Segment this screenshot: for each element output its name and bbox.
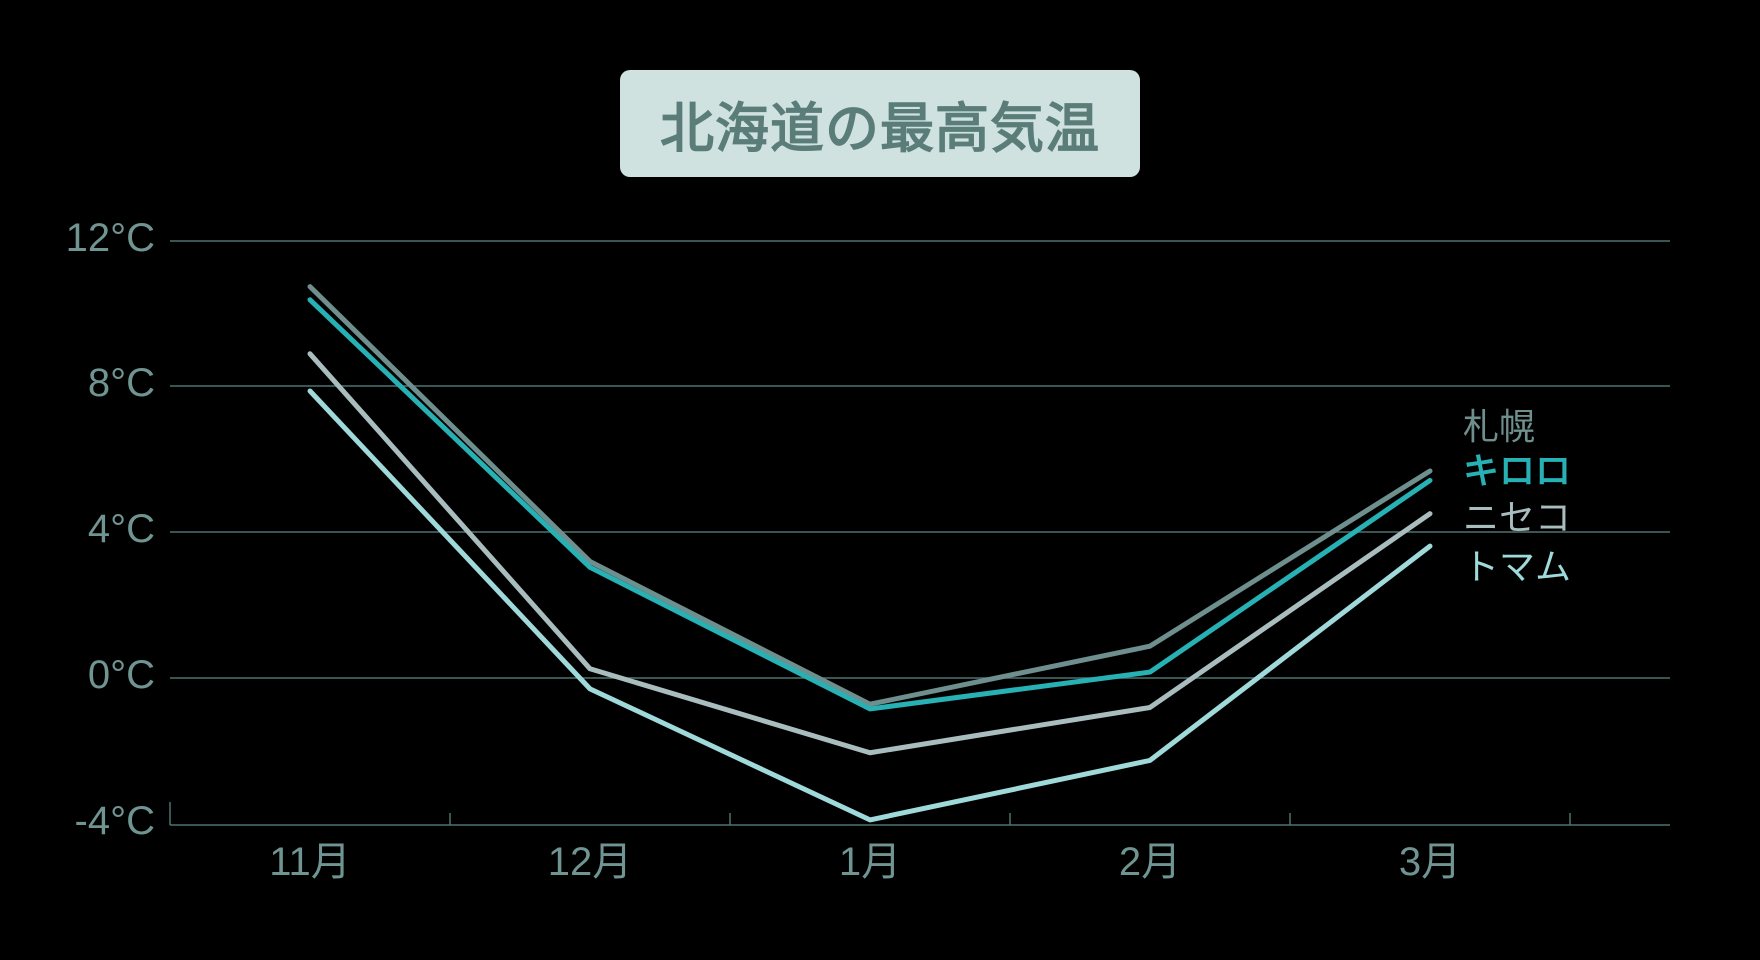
svg-text:8°C: 8°C — [88, 361, 155, 405]
svg-text:12°C: 12°C — [66, 216, 155, 260]
svg-text:ニセコ: ニセコ — [1463, 497, 1571, 538]
svg-text:4°C: 4°C — [88, 507, 155, 551]
svg-text:3月: 3月 — [1399, 840, 1461, 884]
svg-text:トマム: トマム — [1463, 546, 1571, 587]
svg-text:1月: 1月 — [839, 840, 901, 884]
svg-text:2月: 2月 — [1119, 840, 1181, 884]
svg-text:12月: 12月 — [548, 840, 633, 884]
svg-text:札幌: 札幌 — [1463, 406, 1535, 447]
svg-text:0°C: 0°C — [88, 653, 155, 697]
svg-text:-4°C: -4°C — [75, 799, 155, 843]
svg-text:キロロ: キロロ — [1463, 450, 1571, 491]
svg-text:11月: 11月 — [269, 840, 351, 884]
